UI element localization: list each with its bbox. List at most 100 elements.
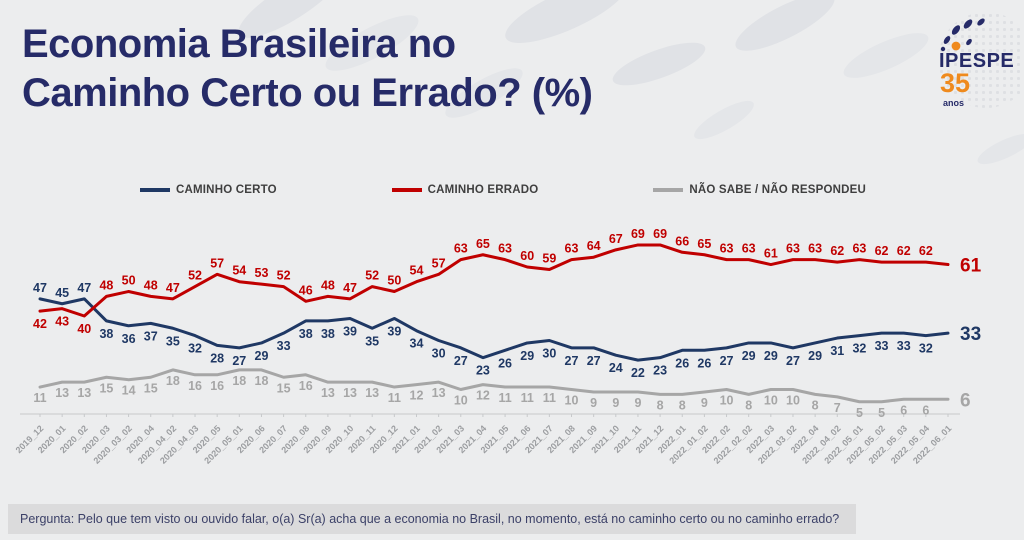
data-label: 52 <box>277 269 291 283</box>
data-label: 47 <box>166 281 180 295</box>
legend-item-caminho-certo: CAMINHO CERTO <box>140 184 277 196</box>
data-label: 6 <box>900 403 907 417</box>
legend-swatch-n-o-sabe-n-o-respondeu <box>653 188 684 192</box>
data-label: 38 <box>321 327 335 341</box>
legend-swatch-caminho-errado <box>391 188 422 192</box>
data-label: 52 <box>365 269 379 283</box>
data-label: 13 <box>77 386 91 400</box>
data-label: 37 <box>144 329 158 343</box>
data-label: 43 <box>55 315 69 329</box>
data-label: 29 <box>764 349 778 363</box>
data-label: 5 <box>878 406 885 420</box>
data-label: 50 <box>387 274 401 288</box>
data-label: 11 <box>521 391 534 405</box>
data-label: 12 <box>410 389 424 403</box>
data-label: 63 <box>786 242 800 256</box>
data-label: 16 <box>299 379 313 393</box>
legend-swatch-caminho-certo <box>140 188 170 192</box>
data-label: 9 <box>590 396 597 410</box>
data-label: 27 <box>720 354 734 368</box>
data-label: 26 <box>697 356 711 370</box>
data-label: 38 <box>299 327 313 341</box>
data-label: 29 <box>520 349 534 363</box>
end-value-label: 61 <box>960 256 982 277</box>
data-label: 27 <box>232 354 246 368</box>
data-label: 63 <box>498 242 512 256</box>
data-label: 27 <box>786 354 800 368</box>
logo-years-label: anos <box>943 98 965 108</box>
data-label: 10 <box>786 394 800 408</box>
data-label: 65 <box>697 237 711 251</box>
data-label: 26 <box>498 356 512 370</box>
data-label: 46 <box>299 283 313 297</box>
data-label: 10 <box>764 394 778 408</box>
logo: IPESPE 35 anos <box>925 4 1024 129</box>
series-line-n-o-sabe-n-o-respondeu <box>38 368 950 404</box>
data-label: 62 <box>897 244 911 258</box>
data-label: 13 <box>55 386 69 400</box>
data-label: 23 <box>653 364 667 378</box>
data-label: 52 <box>188 269 202 283</box>
chart-svg: 2019_122020_012020_022020_032020_03_0220… <box>14 227 982 466</box>
data-label: 15 <box>277 381 291 395</box>
data-label: 33 <box>277 339 291 353</box>
data-label: 33 <box>897 339 911 353</box>
end-value-label: 6 <box>960 390 971 411</box>
data-label: 57 <box>210 256 224 270</box>
legend-label: CAMINHO ERRADO <box>427 184 539 196</box>
data-label: 32 <box>852 342 866 356</box>
page-title-line2: Caminho Certo ou Errado? (%) <box>22 70 593 115</box>
question-bar: Pergunta: Pelo que tem visto ou ouvido f… <box>8 504 856 534</box>
data-label: 15 <box>144 381 158 395</box>
data-label: 18 <box>232 374 246 388</box>
data-label: 11 <box>33 391 46 405</box>
legend-item-n-o-sabe-n-o-respondeu: NÃO SABE / NÃO RESPONDEU <box>653 184 866 196</box>
data-label: 10 <box>454 394 468 408</box>
data-label: 63 <box>454 242 468 256</box>
data-label: 38 <box>99 327 113 341</box>
data-label: 69 <box>653 227 667 241</box>
data-label: 35 <box>365 334 379 348</box>
chart-legend: CAMINHO CERTO CAMINHO ERRADO NÃO SABE / NÃ… <box>140 184 866 196</box>
data-label: 39 <box>343 324 357 338</box>
data-label: 24 <box>609 361 623 375</box>
data-label: 42 <box>33 317 47 331</box>
data-label: 8 <box>657 398 664 412</box>
data-label: 53 <box>255 266 269 280</box>
end-value-label: 33 <box>960 324 981 345</box>
page-title-line1: Economia Brasileira no <box>22 22 456 66</box>
data-label: 32 <box>188 342 202 356</box>
data-label: 8 <box>679 398 686 412</box>
decorative-ellipse <box>838 24 934 87</box>
data-label: 27 <box>587 354 601 368</box>
data-label: 63 <box>808 242 822 256</box>
data-label: 30 <box>432 347 446 361</box>
data-label: 18 <box>255 374 269 388</box>
data-label: 63 <box>720 242 734 256</box>
legend-item-caminho-errado: CAMINHO ERRADO <box>391 184 539 196</box>
decorative-ellipse <box>689 94 759 146</box>
data-label: 13 <box>321 386 335 400</box>
logo-dots-icon <box>940 18 985 52</box>
logo-years: 35 <box>940 68 971 98</box>
series-line-caminho-certo <box>38 297 950 362</box>
data-label: 26 <box>675 356 689 370</box>
data-label: 27 <box>454 354 468 368</box>
data-label: 8 <box>812 398 819 412</box>
data-label: 62 <box>919 244 933 258</box>
data-label: 36 <box>122 332 136 346</box>
data-label: 59 <box>542 251 556 265</box>
data-label: 11 <box>388 391 401 405</box>
data-label: 61 <box>764 247 778 261</box>
data-label: 66 <box>675 234 689 248</box>
data-label: 10 <box>565 394 579 408</box>
data-label: 35 <box>166 334 180 348</box>
data-label: 47 <box>77 281 91 295</box>
page-title: Economia Brasileira no Caminho Certo ou … <box>22 20 593 118</box>
data-label: 40 <box>77 322 91 336</box>
data-label: 63 <box>742 242 756 256</box>
data-label: 60 <box>520 249 534 263</box>
question-text: Pergunta: Pelo que tem visto ou ouvido f… <box>20 512 840 526</box>
data-label: 6 <box>922 403 929 417</box>
data-label: 69 <box>631 227 645 241</box>
